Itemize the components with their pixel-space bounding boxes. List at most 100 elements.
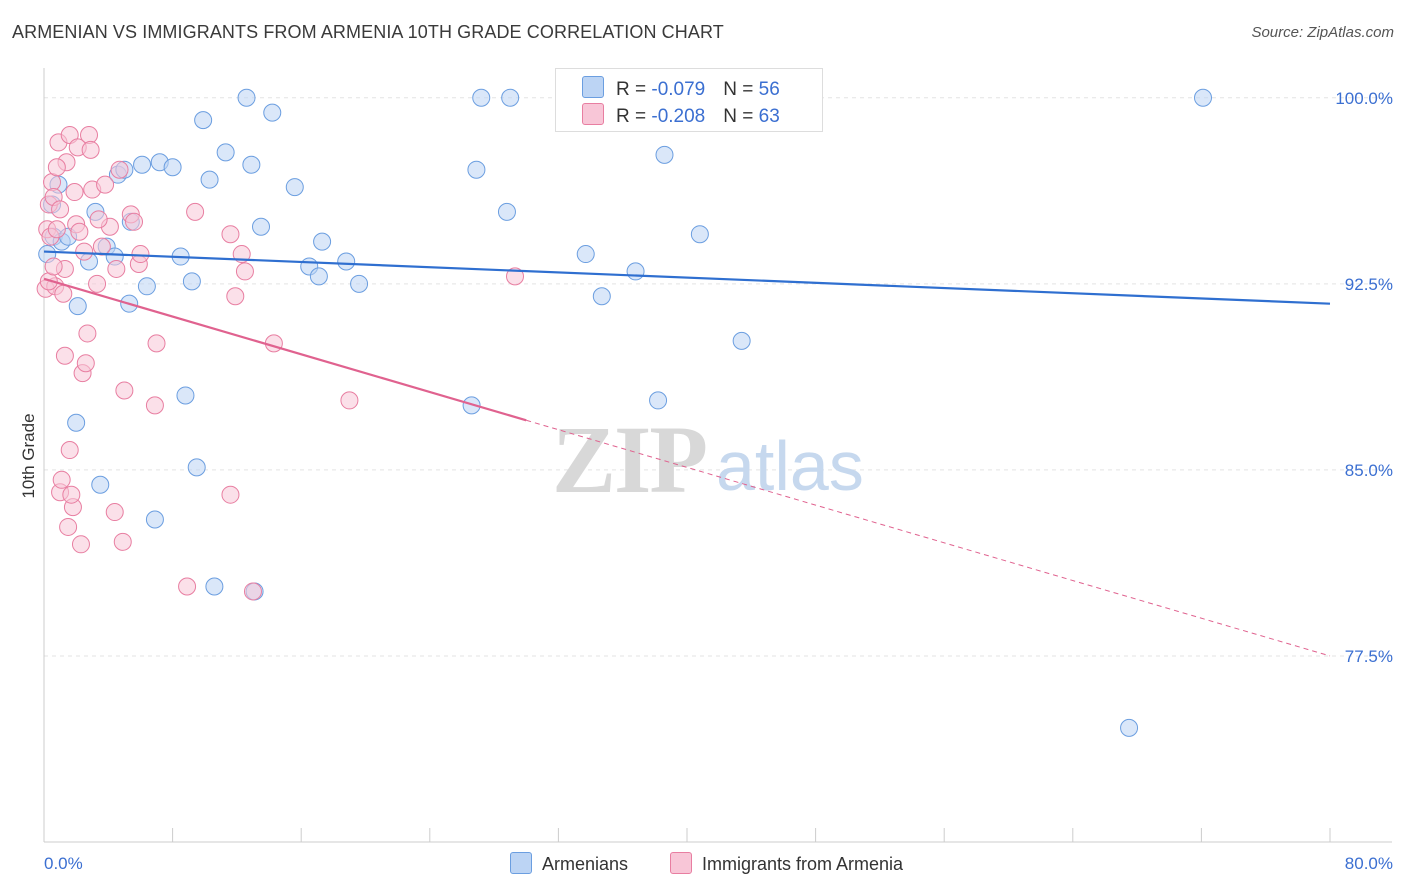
trend-lines — [43, 250, 1331, 657]
data-point — [51, 200, 70, 219]
data-point — [350, 274, 369, 293]
series-armenians-points — [38, 88, 1213, 737]
data-point — [186, 202, 205, 221]
data-point — [313, 232, 332, 251]
legend-item-immigrants[interactable]: Immigrants from Armenia — [670, 852, 903, 875]
x-tick-label: 80.0% — [1345, 854, 1393, 873]
data-point — [243, 582, 262, 601]
data-point — [221, 225, 240, 244]
trend-line-immigrants — [43, 277, 527, 422]
x-tick-label: 0.0% — [44, 854, 83, 873]
data-point — [221, 485, 240, 504]
data-point — [52, 470, 71, 489]
data-point — [200, 170, 219, 189]
trend-line-armenians — [43, 250, 1331, 305]
legend-label-immigrants: Immigrants from Armenia — [702, 854, 904, 874]
y-tick-labels: 77.5% 85.0% 92.5% 100.0% — [1335, 89, 1393, 666]
data-point — [47, 220, 66, 239]
data-point — [92, 237, 111, 256]
data-point — [194, 111, 213, 130]
data-point — [1194, 88, 1213, 107]
data-point — [626, 262, 645, 281]
data-point — [133, 155, 152, 174]
data-point — [71, 535, 90, 554]
data-point — [205, 577, 224, 596]
data-point — [285, 178, 304, 197]
data-point — [105, 503, 124, 522]
data-point — [67, 413, 86, 432]
series-legend: Armenians Immigrants from Armenia — [0, 852, 1406, 876]
legend-item-armenians[interactable]: Armenians — [510, 852, 628, 875]
data-point — [47, 158, 66, 177]
data-point — [78, 324, 97, 343]
data-point — [216, 143, 235, 162]
data-point — [96, 175, 115, 194]
data-point — [91, 475, 110, 494]
data-point — [252, 217, 271, 236]
data-point — [115, 381, 134, 400]
watermark-zip: ZIP — [552, 406, 706, 513]
legend-swatch-pink — [582, 103, 604, 125]
data-point — [187, 458, 206, 477]
data-point — [88, 274, 107, 293]
x-tick-labels: 0.0% 80.0% — [44, 854, 1393, 873]
legend-swatch-pink — [670, 852, 692, 874]
y-tick-label: 77.5% — [1345, 647, 1393, 666]
legend-label-armenians: Armenians — [542, 854, 629, 874]
data-point — [690, 225, 709, 244]
y-tick-label: 85.0% — [1345, 461, 1393, 480]
data-point — [137, 277, 156, 296]
data-point — [145, 396, 164, 415]
data-point — [592, 287, 611, 306]
data-point — [89, 210, 108, 229]
grid-lines — [44, 97, 1392, 657]
series-immigrants-points — [36, 125, 524, 601]
y-axis-label: 10th Grade — [19, 413, 38, 498]
data-point — [68, 297, 87, 316]
data-point — [75, 242, 94, 261]
data-point — [62, 485, 81, 504]
data-point — [178, 577, 197, 596]
stats-legend: R = -0.079 N = 56 R = -0.208 N = 63 — [555, 68, 823, 132]
data-point — [163, 158, 182, 177]
data-point — [732, 331, 751, 350]
legend-swatch-blue — [582, 76, 604, 98]
watermark-atlas: atlas — [716, 427, 864, 505]
data-point — [65, 183, 84, 202]
data-point — [505, 267, 524, 286]
y-tick-label: 92.5% — [1345, 275, 1393, 294]
data-point — [232, 245, 251, 264]
data-point — [55, 346, 74, 365]
data-point — [472, 88, 491, 107]
legend-row-immigrants: R = -0.208 N = 63 — [582, 103, 780, 128]
data-point — [235, 262, 254, 281]
data-point — [59, 517, 78, 536]
data-point — [43, 173, 62, 192]
data-point — [76, 354, 95, 373]
legend-r-value: -0.208 — [651, 106, 706, 127]
data-point — [340, 391, 359, 410]
data-point — [147, 334, 166, 353]
data-point — [182, 272, 201, 291]
data-point — [337, 252, 356, 271]
chart-title: ARMENIAN VS IMMIGRANTS FROM ARMENIA 10TH… — [12, 22, 724, 42]
data-point — [655, 145, 674, 164]
data-point — [107, 259, 126, 278]
data-point — [1120, 718, 1139, 737]
legend-r-value: -0.079 — [651, 79, 706, 100]
data-point — [242, 155, 261, 174]
data-point — [81, 140, 100, 159]
data-point — [309, 267, 328, 286]
data-point — [263, 103, 282, 122]
data-point — [131, 245, 150, 264]
data-point — [237, 88, 256, 107]
data-point — [501, 88, 520, 107]
trend-line-immigrants-extension — [526, 419, 1331, 657]
watermark: ZIP atlas — [552, 406, 864, 513]
legend-row-armenians: R = -0.079 N = 56 — [582, 76, 780, 101]
data-point — [576, 245, 595, 264]
data-point — [145, 510, 164, 529]
data-point — [226, 287, 245, 306]
data-point — [80, 125, 99, 144]
